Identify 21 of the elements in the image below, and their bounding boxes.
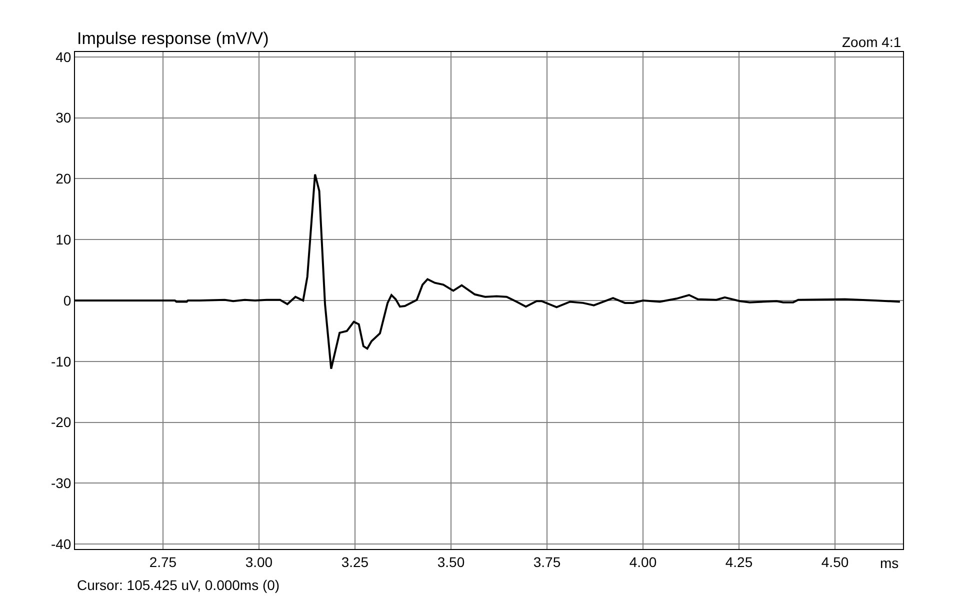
x-tick-label: 4.50 bbox=[821, 554, 849, 570]
x-tick-label: 3.75 bbox=[533, 554, 561, 570]
y-tick-label: 0 bbox=[63, 292, 72, 308]
y-tick-label: -40 bbox=[50, 536, 72, 552]
chart-title: Impulse response (mV/V) bbox=[77, 29, 269, 48]
y-tick-label: 40 bbox=[56, 48, 72, 65]
x-tick-label: 4.00 bbox=[629, 554, 657, 570]
y-tick-label: -20 bbox=[50, 414, 72, 430]
x-tick-label: 3.25 bbox=[341, 554, 369, 570]
x-axis-title: ms bbox=[880, 555, 899, 571]
y-tick-label: 30 bbox=[56, 110, 72, 126]
y-tick-label: 10 bbox=[56, 231, 72, 248]
y-tick-label: 20 bbox=[56, 170, 72, 187]
text: Zoom 4:1 bbox=[842, 34, 902, 50]
x-tick-label: 3.00 bbox=[245, 554, 273, 570]
x-tick-label: 3.50 bbox=[437, 554, 465, 570]
y-tick-label: -30 bbox=[50, 475, 72, 492]
x-tick-label: 4.25 bbox=[725, 554, 753, 570]
text: Cursor: 105.425 uV, 0.000ms (0) bbox=[77, 577, 280, 593]
x-tick-label: 2.75 bbox=[149, 554, 177, 570]
y-tick-label: -10 bbox=[50, 353, 72, 370]
